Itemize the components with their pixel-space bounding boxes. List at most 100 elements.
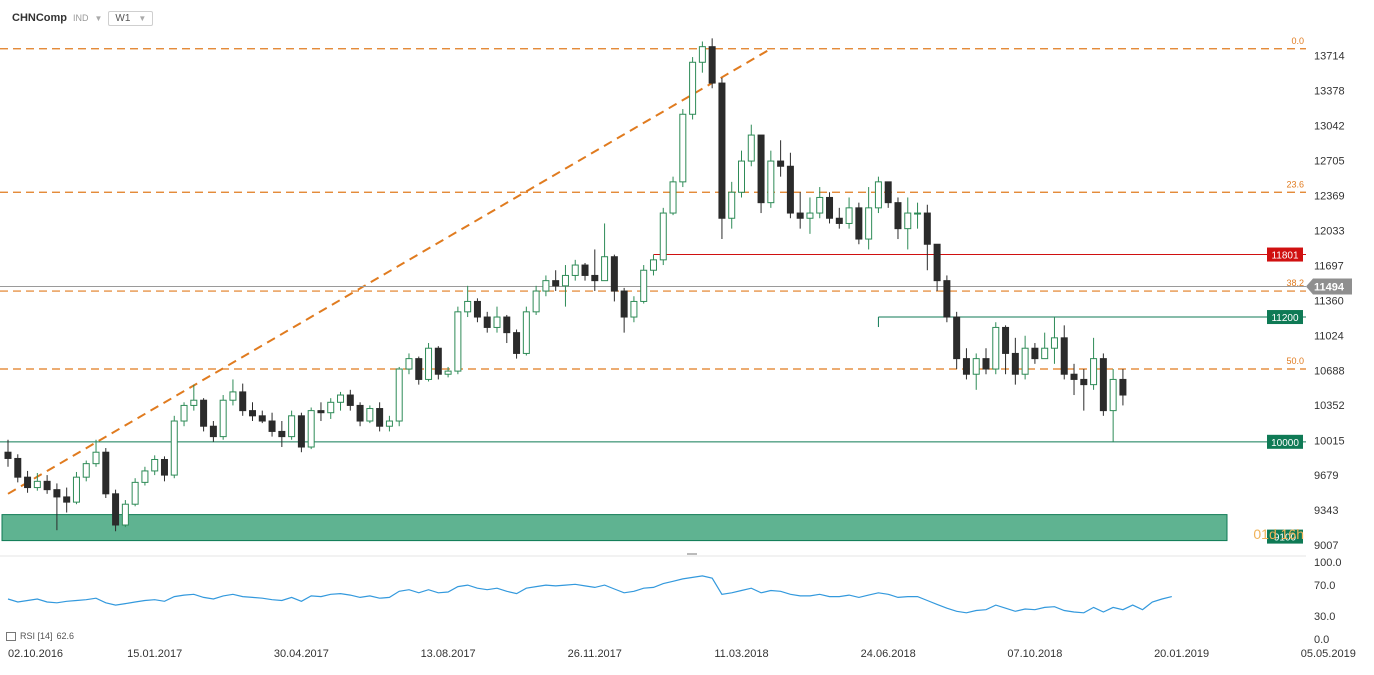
candle-body[interactable]	[601, 256, 609, 282]
candle-body[interactable]	[513, 332, 521, 354]
candle-body[interactable]	[493, 316, 501, 328]
candle-body[interactable]	[434, 347, 442, 375]
candle-body[interactable]	[914, 212, 922, 215]
candle-body[interactable]	[884, 181, 892, 204]
candle-body[interactable]	[767, 160, 775, 204]
candle-body[interactable]	[1090, 358, 1098, 386]
candle-body[interactable]	[1060, 337, 1068, 375]
candle-body[interactable]	[356, 404, 364, 422]
candle-body[interactable]	[4, 451, 12, 459]
candle-body[interactable]	[630, 300, 638, 318]
support-tag-box[interactable]	[1267, 434, 1303, 449]
candle-body[interactable]	[669, 181, 677, 214]
pane-resize-handle[interactable]	[687, 553, 697, 555]
candle-body[interactable]	[708, 46, 716, 84]
candle-body[interactable]	[865, 207, 873, 240]
candle-body[interactable]	[855, 207, 863, 240]
candle-body[interactable]	[826, 196, 834, 219]
candle-body[interactable]	[796, 212, 804, 219]
current-price-tag[interactable]: 11494	[1314, 281, 1345, 293]
candle-body[interactable]	[640, 269, 648, 302]
support-tag-box[interactable]	[1267, 310, 1303, 325]
candle-body[interactable]	[395, 368, 403, 422]
zone-tag-box[interactable]	[1267, 529, 1303, 544]
symbol-label[interactable]: CHNComp	[12, 12, 67, 24]
candle-body[interactable]	[786, 165, 794, 214]
candle-body[interactable]	[327, 401, 335, 414]
candle-body[interactable]	[933, 243, 941, 282]
candle-body[interactable]	[874, 181, 882, 209]
candle-body[interactable]	[1099, 358, 1107, 412]
candle-body[interactable]	[698, 46, 706, 63]
candle-body[interactable]	[209, 425, 217, 438]
candle-body[interactable]	[649, 259, 657, 271]
chevron-down-icon[interactable]: ▼	[94, 13, 103, 23]
candle-body[interactable]	[718, 82, 726, 219]
candle-body[interactable]	[689, 61, 697, 115]
candle-body[interactable]	[1119, 378, 1127, 396]
candle-body[interactable]	[307, 410, 315, 448]
candle-body[interactable]	[151, 458, 159, 472]
candle-body[interactable]	[160, 458, 168, 476]
candle-body[interactable]	[278, 430, 286, 438]
candle-body[interactable]	[542, 280, 550, 292]
candle-body[interactable]	[1002, 326, 1010, 354]
candle-body[interactable]	[454, 311, 462, 372]
candle-body[interactable]	[190, 399, 198, 406]
candle-body[interactable]	[141, 470, 149, 483]
candle-body[interactable]	[43, 480, 51, 491]
candle-body[interactable]	[591, 274, 599, 282]
candle-body[interactable]	[1070, 373, 1078, 380]
candle-body[interactable]	[131, 481, 139, 505]
candle-body[interactable]	[522, 311, 530, 354]
candle-body[interactable]	[503, 316, 511, 334]
candle-body[interactable]	[972, 358, 980, 375]
resistance-tag[interactable]: 11801	[1271, 251, 1299, 262]
candle-body[interactable]	[14, 457, 22, 478]
candle-body[interactable]	[337, 394, 345, 403]
candle-body[interactable]	[659, 212, 667, 261]
candle-body[interactable]	[346, 394, 354, 406]
candle-body[interactable]	[483, 316, 491, 328]
candle-body[interactable]	[24, 476, 32, 489]
candle-body[interactable]	[376, 408, 384, 427]
candle-body[interactable]	[982, 358, 990, 370]
candle-body[interactable]	[738, 160, 745, 193]
candle-body[interactable]	[102, 451, 110, 495]
indicator-settings-icon[interactable]	[6, 631, 16, 641]
candle-body[interactable]	[288, 415, 296, 438]
candle-body[interactable]	[894, 202, 902, 230]
candle-body[interactable]	[317, 410, 325, 414]
support-tag[interactable]: 10000	[1271, 438, 1299, 449]
candle-body[interactable]	[170, 420, 178, 476]
candle-body[interactable]	[953, 316, 961, 360]
candle-body[interactable]	[561, 274, 569, 287]
candle-body[interactable]	[571, 264, 579, 276]
candle-body[interactable]	[581, 264, 589, 276]
candle-body[interactable]	[1021, 347, 1029, 375]
candle-body[interactable]	[415, 358, 423, 380]
candle-body[interactable]	[63, 496, 71, 503]
candle-body[interactable]	[904, 212, 912, 230]
timeframe-select[interactable]: W1 ▼	[108, 10, 154, 26]
candle-body[interactable]	[72, 476, 80, 503]
candle-body[interactable]	[777, 160, 785, 167]
resistance-tag-box[interactable]	[1267, 247, 1303, 262]
candle-body[interactable]	[219, 399, 227, 438]
candle-body[interactable]	[845, 207, 853, 224]
candle-body[interactable]	[268, 420, 276, 432]
candle-body[interactable]	[425, 347, 433, 380]
candle-body[interactable]	[552, 280, 560, 287]
candle-body[interactable]	[1109, 378, 1117, 412]
candle-body[interactable]	[405, 358, 413, 370]
candle-body[interactable]	[366, 408, 374, 422]
candle-body[interactable]	[532, 290, 540, 313]
candle-body[interactable]	[1080, 378, 1088, 386]
candle-body[interactable]	[806, 212, 814, 219]
candle-body[interactable]	[473, 300, 481, 318]
candle-body[interactable]	[1050, 337, 1058, 349]
candle-body[interactable]	[200, 399, 208, 427]
zone-tag[interactable]: 9100	[1274, 533, 1297, 544]
